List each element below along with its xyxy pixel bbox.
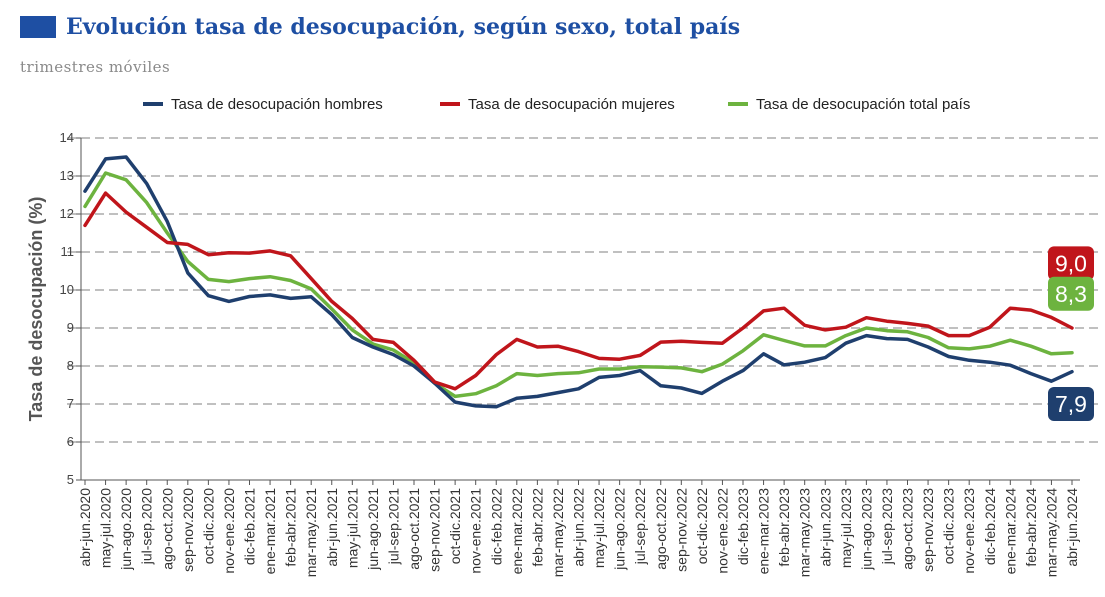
end-value-label: 9,0 <box>1055 250 1087 276</box>
chart-title: Evolución tasa de desocupación, según se… <box>66 14 741 40</box>
x-tick-label: abr-jun.2022 <box>571 488 587 567</box>
x-tick-label: nov-ene.2022 <box>714 488 730 574</box>
y-tick-label: 6 <box>67 434 74 449</box>
x-tick-label: nov-ene.2023 <box>961 488 977 574</box>
x-tick-label: may-jul.2020 <box>98 488 114 568</box>
x-tick-label: jul-sep.2023 <box>879 488 895 565</box>
x-tick-label: ago-oct.2020 <box>159 488 175 570</box>
x-tick-label: oct-dic.2022 <box>694 488 710 564</box>
x-tick-label: may-jul.2023 <box>838 488 854 568</box>
end-value-label: 7,9 <box>1055 391 1087 417</box>
x-tick-label: oct-dic.2020 <box>200 488 216 564</box>
x-tick-label: ago-oct.2023 <box>900 488 916 570</box>
y-tick-label: 7 <box>67 396 74 411</box>
legend-label: Tasa de desocupación hombres <box>171 96 383 113</box>
y-tick-label: 10 <box>60 282 74 297</box>
x-tick-label: sep-nov.2023 <box>920 488 936 572</box>
x-tick-label: ene-mar.2022 <box>509 488 525 575</box>
x-tick-label: mar-may.2023 <box>797 488 813 577</box>
y-tick-label: 8 <box>67 358 74 373</box>
y-tick-label: 14 <box>60 130 74 145</box>
title-marker-icon <box>20 16 56 38</box>
x-tick-label: ago-oct.2022 <box>653 488 669 570</box>
x-tick-label: oct-dic.2021 <box>447 488 463 564</box>
x-tick-label: feb-abr.2024 <box>1023 488 1039 567</box>
x-tick-label: nov-ene.2020 <box>221 488 237 574</box>
end-value-badge <box>1048 246 1094 281</box>
y-tick-label: 13 <box>60 168 74 183</box>
x-tick-label: mar-may.2021 <box>303 488 319 577</box>
gridlines <box>67 137 1100 443</box>
x-tick-label: mar-may.2024 <box>1043 488 1059 577</box>
y-tick-label: 9 <box>67 320 74 335</box>
x-tick-label: jun-ago.2022 <box>612 488 628 571</box>
x-tick-label: jul-sep.2022 <box>632 488 648 565</box>
end-value-label: 8,3 <box>1055 281 1087 307</box>
legend-label: Tasa de desocupación mujeres <box>468 96 675 113</box>
end-labels: 7,9 9,0 8,3 <box>1048 246 1094 421</box>
end-value-badge <box>1048 387 1094 421</box>
x-tick-label: sep-nov.2021 <box>427 488 443 572</box>
series-line <box>83 171 1074 399</box>
x-tick-label: feb-abr.2021 <box>283 488 299 567</box>
y-tick-label: 12 <box>60 206 74 221</box>
x-tick-label: ene-mar.2024 <box>1002 488 1018 575</box>
x-tick-label: ago-oct.2021 <box>406 488 422 570</box>
x-tick-label: sep-nov.2020 <box>180 488 196 572</box>
chart-subtitle: trimestres móviles <box>20 58 171 76</box>
y-axis-label: Tasa de desocupación (%) <box>26 197 46 422</box>
series-lines <box>83 155 1074 409</box>
x-tick-label: oct-dic.2023 <box>941 488 957 564</box>
x-tick-label: dic-feb.2022 <box>488 488 504 565</box>
x-tick-label: dic-feb.2021 <box>242 488 258 565</box>
x-tick-label: sep-nov.2022 <box>673 488 689 572</box>
x-tick-label: ene-mar.2021 <box>262 488 278 575</box>
series-line <box>83 155 1074 409</box>
x-tick-label: jul-sep.2020 <box>139 488 155 565</box>
legend-label: Tasa de desocupación total país <box>756 96 970 113</box>
x-tick-label: dic-feb.2023 <box>735 488 751 565</box>
x-tick-label: nov-ene.2021 <box>468 488 484 574</box>
series-line <box>83 191 1074 391</box>
x-tick-label: abr-jun.2020 <box>77 488 93 567</box>
x-tick-label: feb-abr.2023 <box>776 488 792 567</box>
x-tick-label: abr-jun.2024 <box>1064 488 1080 567</box>
x-tick-label: may-jul.2021 <box>344 488 360 568</box>
end-value-badge <box>1048 276 1094 311</box>
x-tick-label: may-jul.2022 <box>591 488 607 568</box>
legend: Tasa de desocupación hombres Tasa de deso… <box>143 96 970 113</box>
y-tick-label: 11 <box>61 244 75 259</box>
x-tick-label: feb-abr.2022 <box>529 488 545 567</box>
x-tick-label: mar-may.2022 <box>550 488 566 577</box>
x-tick-label: jun-ago.2023 <box>858 488 874 571</box>
title-row: Evolución tasa de desocupación, según se… <box>20 14 740 40</box>
x-tick-label: jul-sep.2021 <box>385 488 401 565</box>
x-tick-label: abr-jun.2023 <box>817 488 833 567</box>
x-tick-label: dic-feb.2024 <box>982 488 998 565</box>
x-tick-label: ene-mar.2023 <box>756 488 772 575</box>
x-tick-label: abr-jun.2021 <box>324 488 340 567</box>
x-tick-label: jun-ago.2021 <box>365 488 381 571</box>
x-tick-label: jun-ago.2020 <box>118 488 134 571</box>
y-tick-label: 5 <box>67 472 74 487</box>
